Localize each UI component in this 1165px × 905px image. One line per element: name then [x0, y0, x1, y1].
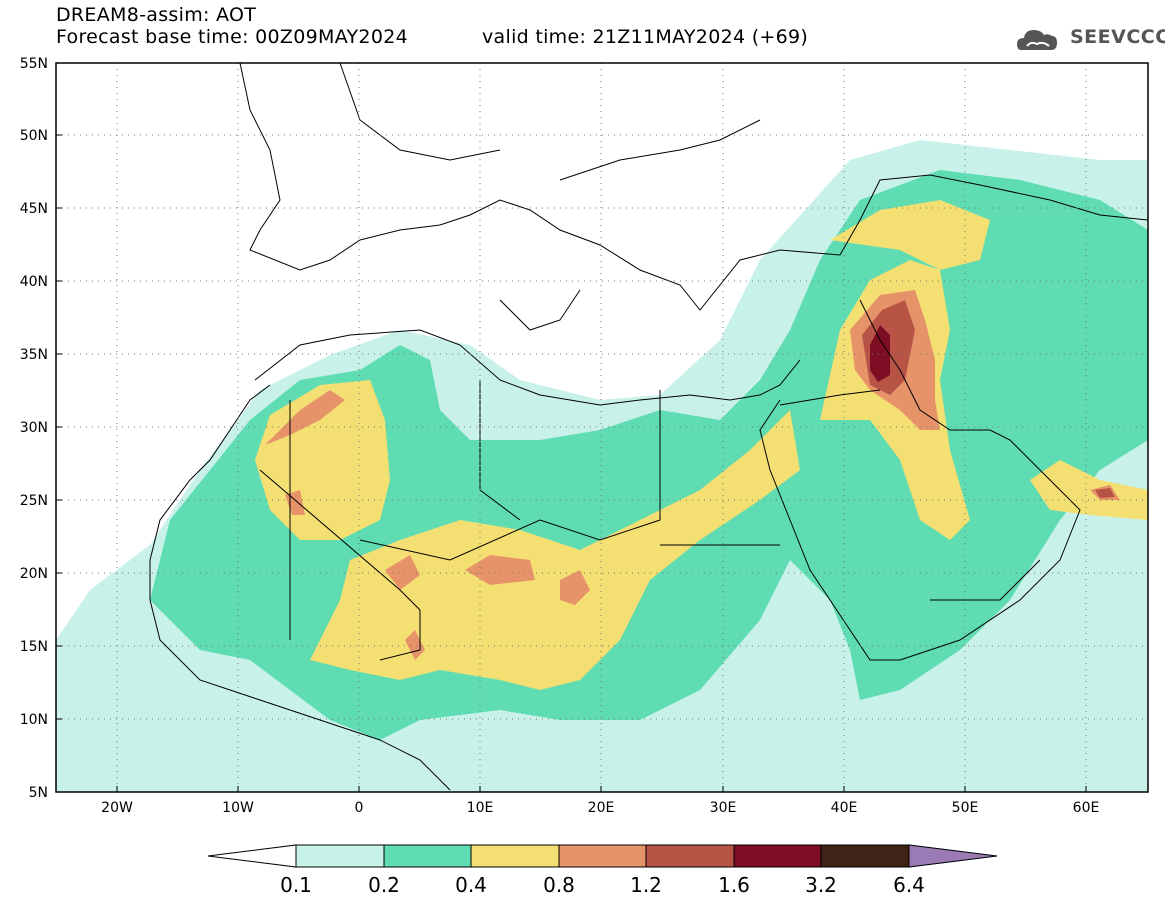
title-line-1: DREAM8-assim: AOT: [56, 4, 257, 26]
lat-tick-label: 15N: [20, 639, 48, 655]
colorbar: [207, 844, 998, 868]
lat-tick-label: 10N: [20, 712, 48, 728]
lat-tick-label: 5N: [29, 785, 48, 801]
colorbar-label: 0.8: [543, 873, 575, 897]
lon-tick-label: 30E: [710, 800, 737, 816]
colorbar-swatch: [558, 844, 647, 868]
lon-tick-label: 40E: [831, 800, 858, 816]
colorbar-swatch: [733, 844, 822, 868]
logo-text: SEEVCCC: [1070, 26, 1165, 48]
lon-tick-label: 10W: [222, 800, 254, 816]
colorbar-label: 3.2: [805, 873, 837, 897]
title-base-time: Forecast base time: 00Z09MAY2024: [56, 26, 408, 48]
colorbar-swatch: [295, 844, 385, 868]
colorbar-label: 6.4: [893, 873, 925, 897]
colorbar-label: 0.4: [455, 873, 487, 897]
grid-lines: [56, 63, 1148, 792]
lat-tick-label: 40N: [20, 274, 48, 290]
lat-tick-label: 45N: [20, 201, 48, 217]
lon-tick-label: 20W: [101, 800, 133, 816]
colorbar-swatch: [383, 844, 472, 868]
cloud-icon: [1017, 30, 1057, 50]
colorbar-over-arrow: [908, 844, 998, 868]
lon-tick-label: 0: [355, 800, 364, 816]
lon-tick-label: 50E: [952, 800, 979, 816]
colorbar-swatch: [820, 844, 910, 868]
lat-tick-label: 20N: [20, 566, 48, 582]
colorbar-label: 0.1: [280, 873, 312, 897]
colorbar-label: 0.2: [368, 873, 400, 897]
aot-field: [56, 63, 1148, 792]
lon-tick-label: 10E: [467, 800, 494, 816]
lon-tick-label: 20E: [588, 800, 615, 816]
lat-tick-label: 30N: [20, 420, 48, 436]
colorbar-swatch: [645, 844, 735, 868]
colorbar-swatch: [470, 844, 560, 868]
lat-tick-label: 25N: [20, 493, 48, 509]
colorbar-label: 1.2: [630, 873, 662, 897]
lat-tick-label: 50N: [20, 128, 48, 144]
colorbar-under-arrow: [207, 844, 297, 868]
lat-tick-label: 35N: [20, 347, 48, 363]
lat-tick-label: 55N: [20, 56, 48, 72]
colorbar-label: 1.6: [718, 873, 750, 897]
title-valid-time: valid time: 21Z11MAY2024 (+69): [482, 26, 809, 48]
lon-tick-label: 60E: [1073, 800, 1100, 816]
